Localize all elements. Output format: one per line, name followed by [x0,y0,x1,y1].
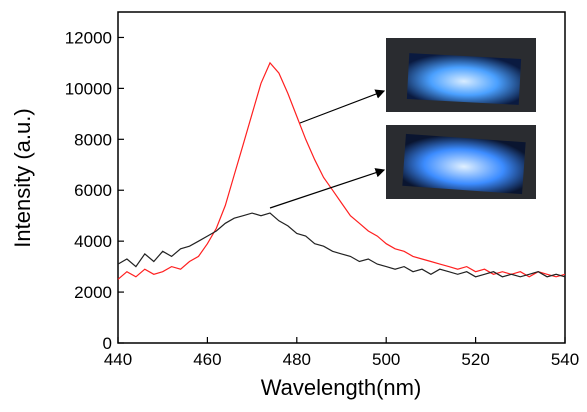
plot-frame [117,11,566,344]
arrow [269,168,386,209]
y-tick-label: 4000 [74,232,112,251]
x-tick-label: 500 [372,350,400,369]
x-tick-label: 520 [461,350,489,369]
x-tick-label: 480 [283,350,311,369]
y-tick-label: 2000 [74,283,112,302]
y-tick-label: 0 [103,334,112,353]
x-tick-label: 440 [104,350,132,369]
x-axis-label: Wavelength(nm) [261,375,422,400]
y-axis-label: Intensity (a.u.) [10,108,35,247]
y-tick-label: 6000 [74,181,112,200]
y-tick-label: 12000 [65,28,112,47]
x-tick-label: 460 [193,350,221,369]
inset-photo [386,38,536,199]
series-line [117,212,566,278]
arrow [299,89,386,124]
y-tick-label: 8000 [74,130,112,149]
y-tick-label: 10000 [65,79,112,98]
x-tick-label: 540 [551,350,579,369]
